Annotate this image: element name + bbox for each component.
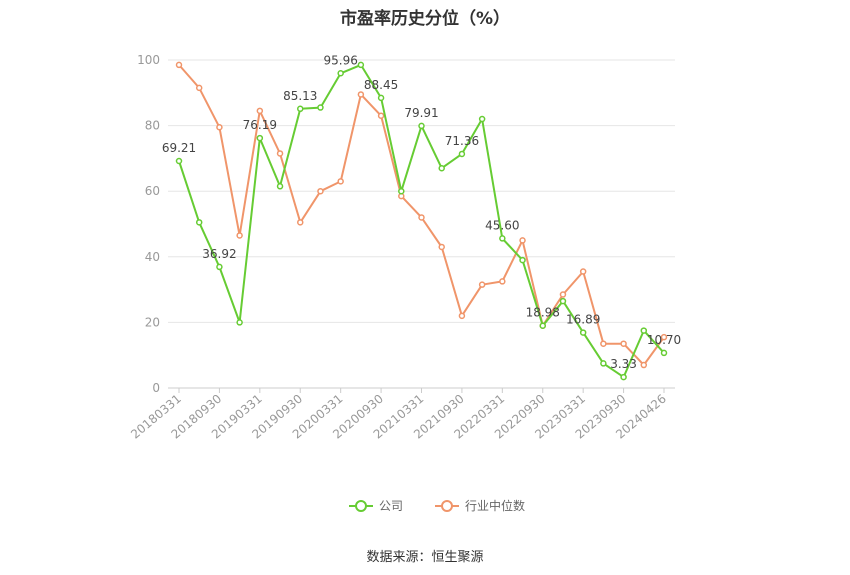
- y-tick-label: 40: [145, 250, 160, 264]
- data-point: [458, 150, 466, 158]
- data-label: 79.91: [404, 106, 438, 120]
- data-point: [337, 178, 344, 185]
- data-label: 71.36: [445, 134, 479, 148]
- data-label: 16.89: [566, 313, 600, 327]
- data-point: [276, 150, 284, 157]
- data-point: [317, 187, 324, 195]
- data-point: [195, 84, 203, 92]
- data-point: [660, 349, 668, 357]
- data-label: 10.70: [647, 333, 681, 347]
- y-tick-label: 0: [152, 381, 160, 395]
- data-label: 36.92: [202, 247, 236, 261]
- data-point: [579, 329, 587, 336]
- data-point: [216, 263, 223, 271]
- data-point: [175, 61, 183, 69]
- legend-marker: [441, 500, 453, 512]
- data-point: [216, 123, 223, 131]
- legend-item[interactable]: 公司: [349, 499, 403, 513]
- data-point: [579, 268, 587, 275]
- data-point: [236, 232, 243, 239]
- data-point: [317, 104, 324, 111]
- data-point: [640, 361, 648, 369]
- data-point: [539, 322, 546, 329]
- data-point: [418, 214, 425, 221]
- data-point: [357, 61, 365, 69]
- data-point: [660, 333, 668, 341]
- data-point: [256, 107, 264, 115]
- data-point: [438, 243, 445, 251]
- data-label: 3.33: [610, 357, 637, 371]
- data-point: [297, 219, 304, 226]
- legend-marker: [355, 500, 367, 512]
- data-label: 18.98: [526, 306, 560, 320]
- data-label: 88.45: [364, 78, 398, 92]
- data-point: [418, 122, 425, 130]
- data-point: [519, 237, 526, 244]
- data-label: 95.96: [323, 53, 357, 67]
- data-point: [640, 327, 648, 334]
- data-point: [519, 256, 526, 264]
- data-point: [600, 360, 607, 367]
- data-point: [620, 373, 627, 381]
- legend-item[interactable]: 行业中位数: [435, 498, 525, 513]
- data-point: [357, 91, 365, 98]
- y-tick-label: 80: [145, 119, 160, 133]
- data-point: [256, 134, 264, 142]
- chart-source: 数据来源：恒生聚源: [366, 550, 484, 565]
- data-point: [478, 281, 486, 288]
- data-point: [337, 70, 344, 77]
- data-point: [297, 105, 304, 113]
- data-point: [620, 340, 627, 347]
- legend-label: 公司: [379, 499, 403, 513]
- data-point: [175, 157, 183, 165]
- data-label: 85.13: [283, 89, 317, 103]
- data-label: 45.60: [485, 218, 519, 232]
- data-label: 69.21: [162, 141, 196, 155]
- data-point: [398, 187, 405, 195]
- data-point: [499, 235, 506, 242]
- data-point: [276, 183, 284, 190]
- data-point: [377, 112, 385, 120]
- data-point: [499, 278, 506, 285]
- data-point: [377, 94, 385, 102]
- y-tick-label: 60: [145, 184, 160, 198]
- data-point: [195, 219, 203, 226]
- data-point: [438, 164, 445, 172]
- data-point: [600, 340, 607, 347]
- data-point: [478, 115, 486, 123]
- chart-title: 市盈率历史分位（%）: [339, 9, 511, 29]
- data-label: 76.19: [243, 118, 277, 132]
- y-tick-label: 20: [145, 315, 160, 329]
- y-tick-label: 100: [137, 53, 160, 67]
- data-point: [458, 312, 466, 320]
- data-point: [559, 297, 567, 305]
- data-point: [236, 319, 243, 326]
- legend-label: 行业中位数: [465, 498, 525, 513]
- data-point: [559, 291, 567, 298]
